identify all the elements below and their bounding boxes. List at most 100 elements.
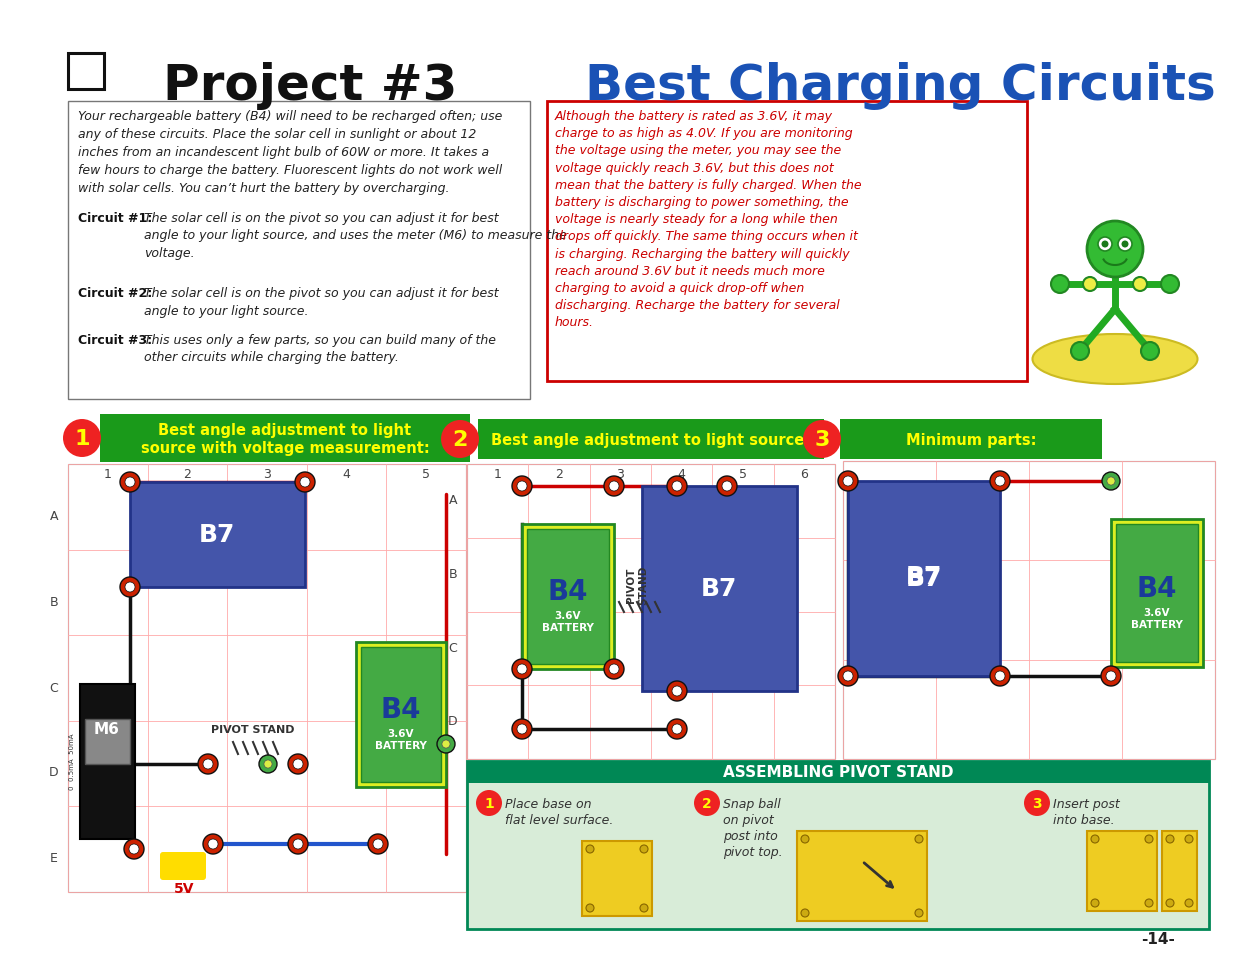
Circle shape [640, 904, 648, 912]
Text: 1: 1 [484, 796, 494, 810]
Circle shape [513, 659, 532, 679]
Text: 6: 6 [800, 468, 808, 481]
Text: Best angle adjustment to light source:: Best angle adjustment to light source: [492, 432, 810, 447]
Circle shape [1186, 899, 1193, 907]
Text: 3.6V
BATTERY: 3.6V BATTERY [375, 728, 427, 750]
Bar [522, 524, 614, 669]
Circle shape [640, 845, 648, 853]
Circle shape [802, 909, 809, 917]
Text: This uses only a few parts, so you can build many of the
other circuits while ch: This uses only a few parts, so you can b… [144, 334, 496, 364]
Bar [467, 761, 1209, 783]
Bar [848, 481, 1000, 677]
Text: C: C [49, 680, 58, 694]
Bar [844, 461, 1215, 760]
Text: 3.6V
BATTERY: 3.6V BATTERY [542, 611, 594, 632]
Circle shape [295, 473, 315, 493]
Circle shape [672, 724, 682, 734]
Text: Best Charging Circuits: Best Charging Circuits [584, 62, 1215, 110]
Text: B7: B7 [700, 577, 737, 600]
Bar [1116, 524, 1198, 662]
Circle shape [63, 419, 101, 457]
Bar [100, 415, 471, 462]
Text: D: D [49, 765, 59, 779]
Text: A: A [448, 494, 457, 507]
Bar [80, 684, 135, 840]
Circle shape [839, 472, 858, 492]
Text: -14-: -14- [1141, 931, 1174, 946]
Text: 1: 1 [74, 429, 90, 449]
Bar [642, 486, 797, 691]
Circle shape [1107, 671, 1116, 681]
Circle shape [1091, 899, 1099, 907]
Circle shape [802, 835, 809, 843]
Bar [68, 102, 530, 399]
Circle shape [839, 666, 858, 686]
Text: Minimum parts:: Minimum parts: [905, 432, 1036, 447]
Bar [582, 841, 652, 916]
Circle shape [288, 754, 308, 774]
Circle shape [667, 681, 687, 701]
Circle shape [915, 835, 923, 843]
Circle shape [1141, 343, 1158, 360]
Text: The solar cell is on the pivot so you can adjust it for best
angle to your light: The solar cell is on the pivot so you ca… [144, 287, 499, 317]
Circle shape [672, 481, 682, 492]
Bar [527, 530, 609, 664]
Bar [840, 419, 1102, 459]
Circle shape [293, 840, 303, 849]
Circle shape [609, 664, 619, 675]
Text: M6: M6 [94, 721, 120, 737]
Text: 2: 2 [452, 430, 468, 450]
Circle shape [995, 476, 1005, 486]
Text: The solar cell is on the pivot so you can adjust it for best
angle to your light: The solar cell is on the pivot so you ca… [144, 212, 567, 260]
Circle shape [718, 476, 737, 497]
Text: Best angle adjustment to light
source with voltage measurement:: Best angle adjustment to light source wi… [141, 422, 430, 455]
Bar [68, 464, 466, 892]
Ellipse shape [1032, 335, 1198, 385]
Text: 2: 2 [184, 468, 191, 481]
Circle shape [442, 740, 450, 748]
Text: 1: 1 [104, 468, 111, 481]
Bar [85, 720, 130, 764]
Bar [1112, 519, 1203, 667]
Circle shape [1024, 790, 1050, 816]
Circle shape [1083, 277, 1097, 292]
Bar [356, 642, 446, 787]
Circle shape [124, 840, 144, 859]
Circle shape [300, 477, 310, 488]
Circle shape [1071, 343, 1089, 360]
Text: Snap ball
on pivot
post into
pivot top.: Snap ball on pivot post into pivot top. [722, 797, 783, 858]
Text: B: B [448, 567, 457, 579]
Text: C: C [448, 640, 457, 654]
Circle shape [1166, 899, 1174, 907]
Circle shape [1132, 277, 1147, 292]
Circle shape [722, 481, 732, 492]
Circle shape [995, 671, 1005, 681]
Circle shape [604, 476, 624, 497]
Text: Project #3: Project #3 [163, 62, 457, 110]
Circle shape [1121, 241, 1129, 248]
Text: 0  0.5mA  50mA: 0 0.5mA 50mA [69, 733, 75, 789]
Circle shape [373, 840, 383, 849]
Circle shape [667, 720, 687, 740]
Circle shape [1087, 222, 1144, 277]
Bar [1162, 831, 1197, 911]
Circle shape [1107, 477, 1115, 485]
Bar [1087, 831, 1157, 911]
Text: Circuit #3:: Circuit #3: [78, 334, 161, 347]
Text: A: A [49, 510, 58, 523]
Circle shape [517, 724, 527, 734]
Text: Insert post
into base.: Insert post into base. [1053, 797, 1120, 826]
Circle shape [1118, 237, 1132, 252]
Text: B: B [49, 595, 58, 608]
Text: B4: B4 [548, 578, 588, 605]
Circle shape [198, 754, 219, 774]
Circle shape [1166, 835, 1174, 843]
Text: ASSEMBLING PIVOT STAND: ASSEMBLING PIVOT STAND [722, 764, 953, 780]
Text: 3: 3 [616, 468, 624, 481]
Circle shape [694, 790, 720, 816]
Text: 3: 3 [1032, 796, 1042, 810]
Circle shape [609, 481, 619, 492]
Text: Circuit #2:: Circuit #2: [78, 287, 161, 299]
Circle shape [1145, 835, 1153, 843]
Circle shape [125, 477, 135, 488]
